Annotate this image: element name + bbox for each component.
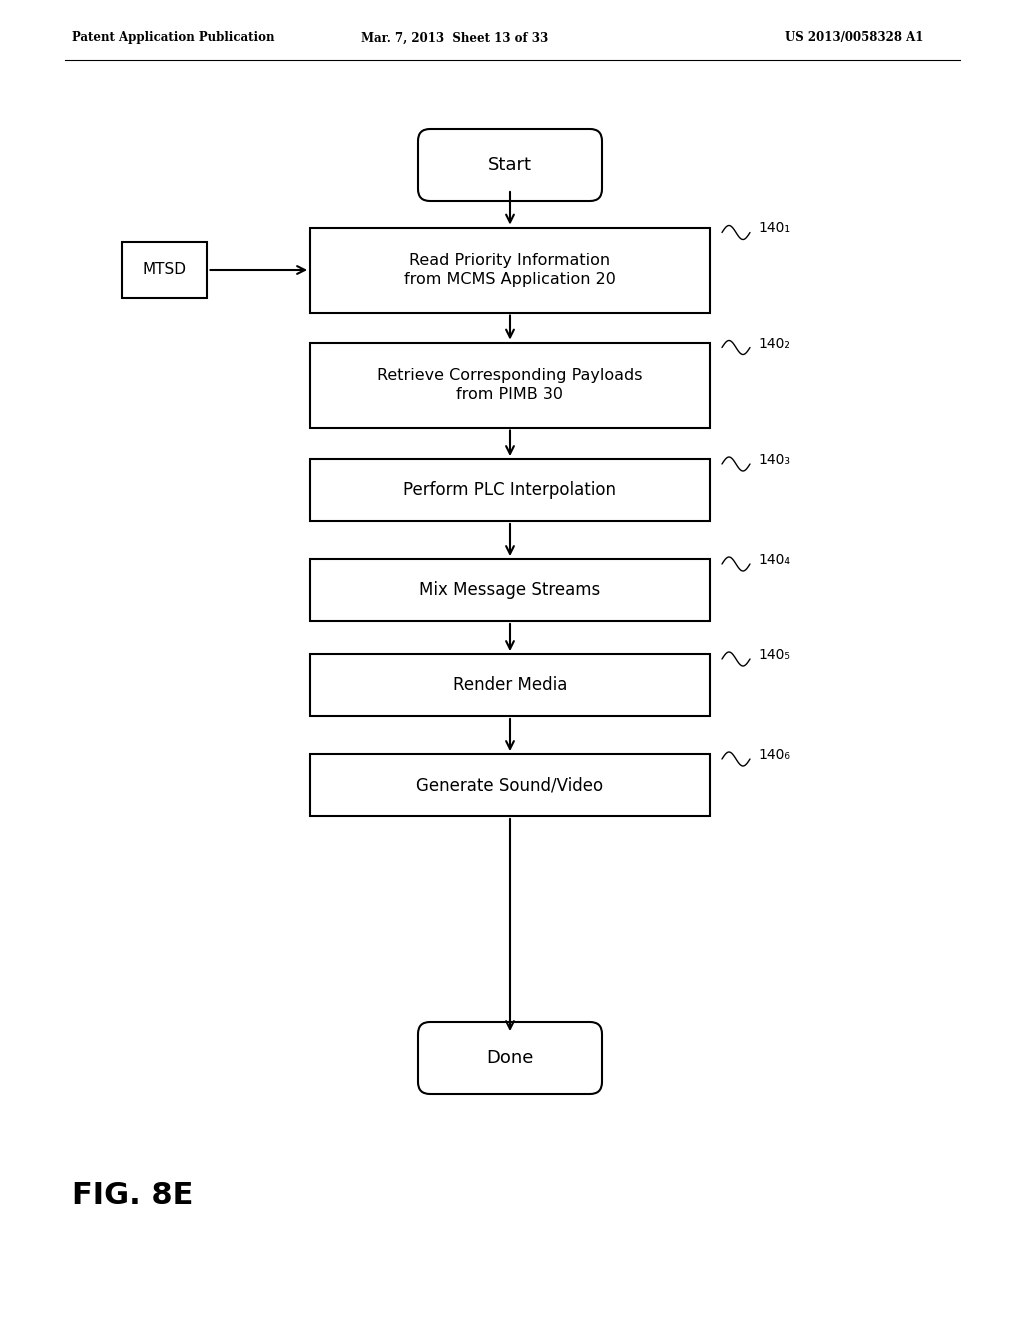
Text: 140₄: 140₄ (758, 553, 790, 568)
Text: MTSD: MTSD (143, 263, 187, 277)
Bar (123, 243, 208, 297)
Text: Read Priority Information
from MCMS Application 20: Read Priority Information from MCMS Appl… (404, 252, 616, 288)
Bar (310, 459, 710, 521)
Bar (310, 754, 710, 816)
Text: Mix Message Streams: Mix Message Streams (420, 581, 601, 599)
Text: Render Media: Render Media (453, 676, 567, 694)
FancyBboxPatch shape (418, 129, 602, 201)
Bar (310, 227, 710, 313)
Text: FIG. 8E: FIG. 8E (72, 1180, 194, 1209)
Text: 140₂: 140₂ (758, 337, 790, 351)
Bar (310, 558, 710, 620)
Text: Done: Done (486, 1049, 534, 1067)
Text: 140₁: 140₁ (758, 222, 790, 235)
Text: Patent Application Publication: Patent Application Publication (72, 32, 274, 45)
Text: 140₅: 140₅ (758, 648, 790, 663)
Text: US 2013/0058328 A1: US 2013/0058328 A1 (785, 32, 924, 45)
Bar (310, 653, 710, 715)
Text: Generate Sound/Video: Generate Sound/Video (417, 776, 603, 795)
Bar (310, 342, 710, 428)
Text: 140₆: 140₆ (758, 748, 790, 762)
FancyBboxPatch shape (418, 1022, 602, 1094)
Text: Mar. 7, 2013  Sheet 13 of 33: Mar. 7, 2013 Sheet 13 of 33 (361, 32, 549, 45)
Text: 140₃: 140₃ (758, 453, 790, 467)
Text: Perform PLC Interpolation: Perform PLC Interpolation (403, 480, 616, 499)
Text: Retrieve Corresponding Payloads
from PIMB 30: Retrieve Corresponding Payloads from PIM… (377, 367, 643, 403)
Text: Start: Start (488, 156, 532, 174)
